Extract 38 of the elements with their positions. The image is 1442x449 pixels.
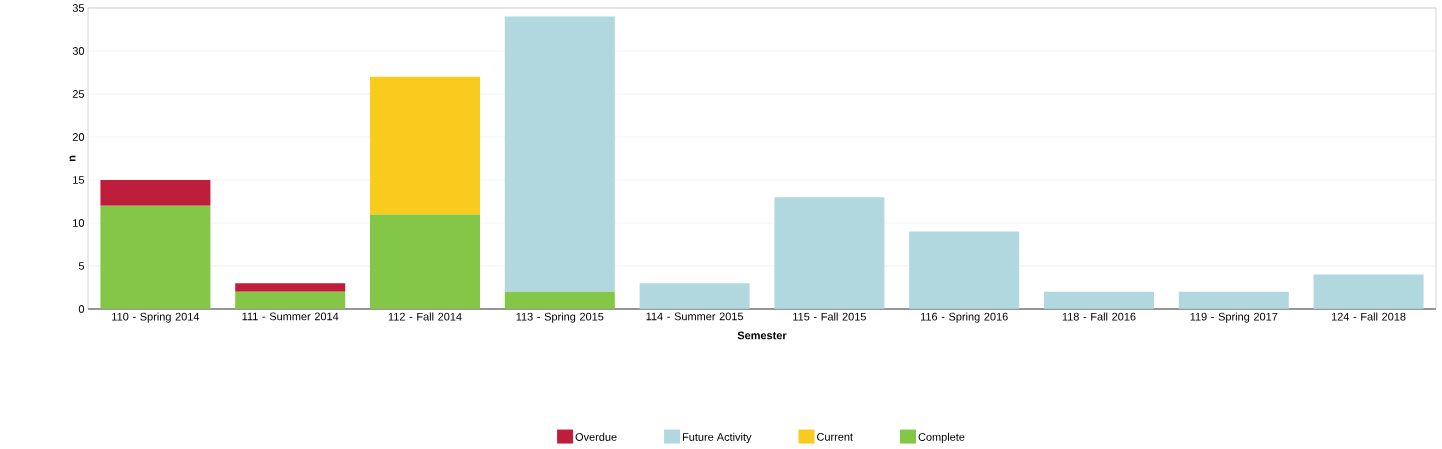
y-tick-label: 35 — [72, 4, 85, 12]
bar — [100, 205, 211, 309]
bar — [235, 283, 346, 292]
y-tick-label: 5 — [78, 262, 85, 270]
bar — [504, 291, 615, 309]
y-axis-title: n — [69, 155, 76, 162]
legend-label: Overdue — [575, 432, 617, 441]
y-tick-label: 15 — [73, 176, 85, 184]
x-tick-label: 119 - Spring 2017 — [1190, 312, 1278, 323]
bar — [235, 291, 346, 309]
x-tick-label: 124 - Fall 2018 — [1331, 312, 1406, 321]
y-tick-label: 30 — [72, 47, 85, 55]
bar — [774, 197, 885, 309]
x-tick-label: 118 - Fall 2016 — [1062, 312, 1136, 321]
x-tick-label: 114 - Summer 2015 — [646, 312, 744, 321]
bar — [370, 214, 481, 309]
bar — [370, 76, 481, 215]
y-tick-label: 25 — [72, 90, 85, 98]
x-tick-label: 116 - Spring 2016 — [920, 312, 1008, 323]
y-tick-label: 10 — [73, 219, 85, 227]
y-tick-label: 20 — [72, 133, 85, 141]
bar — [1178, 291, 1289, 309]
bar — [639, 283, 750, 309]
x-tick-label: 112 - Fall 2014 — [388, 312, 462, 321]
bar — [100, 179, 211, 206]
x-axis-title: Semester — [737, 331, 787, 340]
x-tick-label: 113 - Spring 2015 — [516, 312, 604, 323]
legend-label: Complete — [918, 432, 965, 444]
bar — [1313, 274, 1424, 309]
bar — [1043, 291, 1154, 309]
y-tick-label: 0 — [78, 305, 85, 313]
legend-label: Future Activity — [682, 432, 752, 444]
x-tick-label: 115 - Fall 2015 — [793, 312, 866, 321]
x-tick-label: 111 - Summer 2014 — [242, 312, 339, 321]
bar — [909, 231, 1020, 309]
bar — [504, 16, 615, 292]
legend-label: Current — [817, 432, 853, 441]
x-tick-label: 110 - Spring 2014 — [112, 312, 200, 323]
